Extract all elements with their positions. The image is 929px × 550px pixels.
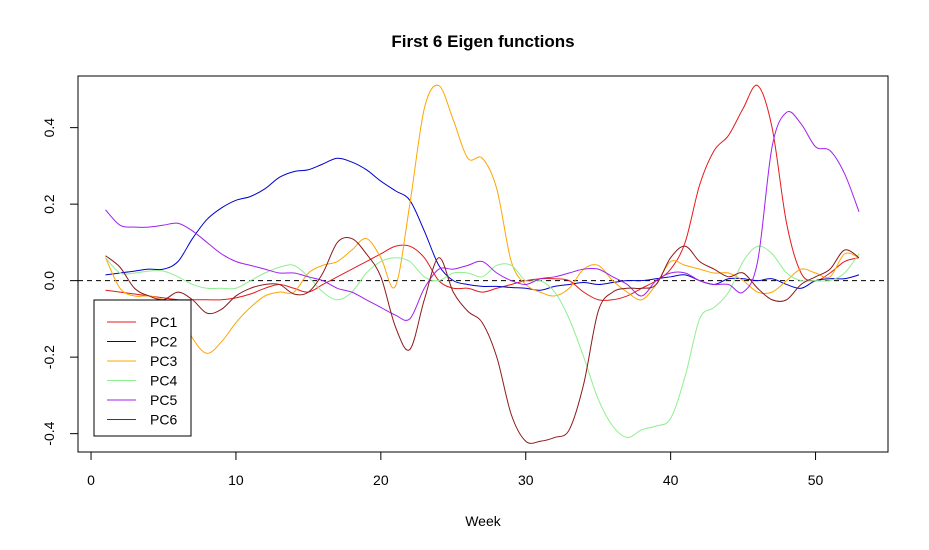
series-line-pc1 bbox=[105, 84, 860, 301]
y-tick-label: 0.0 bbox=[41, 271, 57, 291]
x-axis-label: Week bbox=[465, 513, 502, 529]
series-line-pc4 bbox=[105, 245, 860, 438]
legend-label-pc3: PC3 bbox=[150, 353, 177, 369]
x-tick-label: 10 bbox=[228, 472, 244, 488]
x-tick-label: 30 bbox=[518, 472, 534, 488]
legend-label-pc6: PC6 bbox=[150, 412, 177, 428]
series-line-pc5 bbox=[105, 111, 860, 321]
series-line-pc6 bbox=[105, 236, 860, 444]
y-tick-label: -0.2 bbox=[41, 345, 57, 369]
x-tick-label: 40 bbox=[663, 472, 679, 488]
legend-label-pc5: PC5 bbox=[150, 392, 177, 408]
legend-label-pc1: PC1 bbox=[150, 314, 177, 330]
x-tick-label: 0 bbox=[87, 472, 95, 488]
chart-title: First 6 Eigen functions bbox=[391, 32, 574, 51]
y-tick-label: -0.4 bbox=[41, 421, 57, 445]
legend-label-pc4: PC4 bbox=[150, 373, 177, 389]
y-axis: -0.4 -0.2 0.0 0.2 0.4 bbox=[41, 118, 79, 446]
series-layer bbox=[105, 84, 860, 444]
legend: PC1 PC2 PC3 PC4 PC5 PC6 bbox=[93, 299, 192, 437]
y-tick-label: 0.2 bbox=[41, 194, 57, 214]
x-tick-label: 20 bbox=[373, 472, 389, 488]
legend-label-pc2: PC2 bbox=[150, 334, 177, 350]
plot-frame bbox=[77, 75, 889, 453]
x-tick-label: 50 bbox=[808, 472, 824, 488]
series-line-pc2 bbox=[105, 157, 860, 291]
series-line-pc3 bbox=[105, 84, 860, 354]
legend-box bbox=[93, 299, 192, 437]
y-tick-label: 0.4 bbox=[41, 118, 57, 138]
x-axis: 0 10 20 30 40 50 bbox=[87, 451, 824, 488]
